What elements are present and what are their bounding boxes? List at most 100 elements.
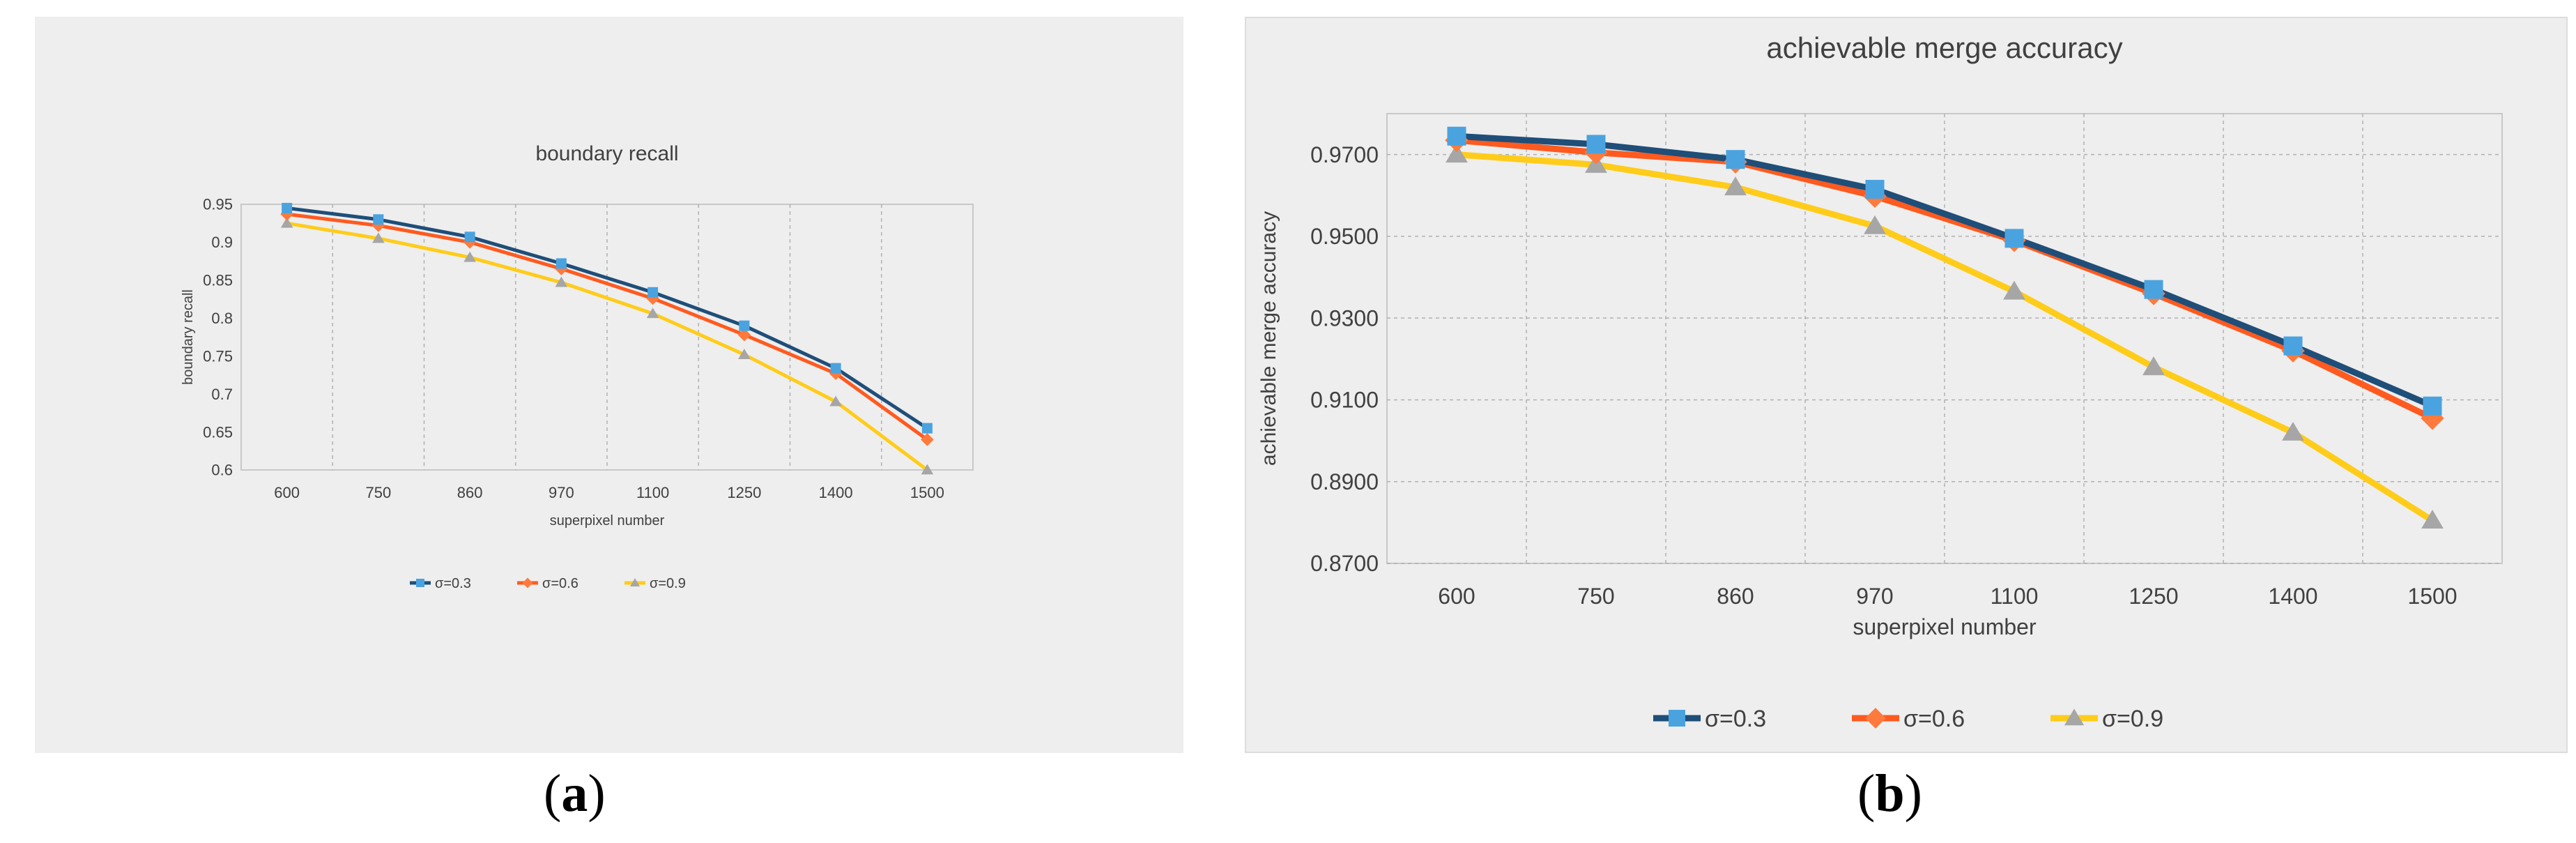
chart-b-ytick-label: 0.8900 xyxy=(1310,469,1379,494)
chart-a-series-1-point xyxy=(373,214,384,225)
chart-a-ytick-label: 0.6 xyxy=(211,462,233,479)
chart-a-series-3-point xyxy=(921,464,934,475)
chart-b-xtick-label: 1250 xyxy=(2129,584,2178,609)
chart-b-series-1-point xyxy=(1447,126,1466,146)
chart-a-series-1-point xyxy=(830,363,841,374)
chart-a-ytick-label: 0.9 xyxy=(211,234,233,251)
chart-b-series-1-point xyxy=(2283,336,2303,356)
chart-a-ytick-label: 0.65 xyxy=(203,423,233,441)
chart-b-series-line-3 xyxy=(1453,151,2436,524)
chart-a-series-2-point xyxy=(463,236,477,249)
chart-a-ytick-label: 0.95 xyxy=(203,196,233,213)
chart-b-xtick-label: 970 xyxy=(1856,584,1893,609)
chart-b-xlabel: superpixel number xyxy=(1853,614,2037,639)
chart-b-series-line-2 xyxy=(1453,137,2436,422)
chart-a-series-1-point xyxy=(464,231,475,243)
chart-b-series-3-point xyxy=(1724,176,1747,196)
chart-b-ytick-label: 0.9300 xyxy=(1310,305,1379,331)
chart-b-series-2-point xyxy=(2421,407,2444,430)
chart-a-ytick-label: 0.75 xyxy=(203,347,233,365)
chart-b-legend-label-2: σ=0.6 xyxy=(1903,706,1965,732)
chart-b-xtick-label: 860 xyxy=(1717,584,1754,609)
chart-a-series-2-point xyxy=(371,219,385,232)
chart-a-series-3-point xyxy=(555,276,568,287)
chart-b-series-3-point xyxy=(1446,144,1468,163)
chart-a-legend-marker-1 xyxy=(416,579,424,587)
chart-b-legend-marker-2 xyxy=(1865,708,1886,729)
chart-a-ylabel: boundary recall xyxy=(181,289,196,385)
chart-b-xtick-label: 1500 xyxy=(2407,584,2457,609)
chart-a-ytick-label: 0.85 xyxy=(203,272,233,289)
chart-a-series-1-point xyxy=(739,320,750,331)
chart-a-series-3-point xyxy=(829,395,842,407)
chart-a-series-2-point xyxy=(921,433,934,446)
chart-a-xtick-label: 1250 xyxy=(727,484,761,501)
chart-b-legend-label-3: σ=0.9 xyxy=(2102,706,2163,732)
chart-b-series-1-point xyxy=(1865,179,1885,199)
chart-b-ytick-label: 0.9700 xyxy=(1310,142,1379,167)
chart-b-series-1-point xyxy=(2004,229,2024,248)
chart-b-series-3-point xyxy=(2142,356,2165,376)
chart-a-series-2-point xyxy=(737,328,751,342)
chart-a-ytick-label: 0.8 xyxy=(211,310,233,327)
chart-b-xtick-label: 600 xyxy=(1438,584,1475,609)
chart-b-series-3-point xyxy=(1864,215,1886,234)
chart-b-series-3-point xyxy=(2421,510,2444,529)
chart-a-series-1-point xyxy=(555,258,567,269)
chart-a-series-2-point xyxy=(555,262,568,275)
chart-b-xtick-label: 750 xyxy=(1577,584,1614,609)
chart-panel-a xyxy=(35,17,1183,753)
chart-b-ytick-label: 0.9500 xyxy=(1310,224,1379,249)
chart-b-ytick-label: 0.8700 xyxy=(1310,551,1379,576)
chart-a-legend-marker-2 xyxy=(522,577,533,588)
chart-b-series-1-point xyxy=(2144,280,2163,299)
chart-a-series-2-point xyxy=(646,291,659,305)
chart-a-xtick-label: 1100 xyxy=(636,484,669,501)
chart-a-series-line-2 xyxy=(285,212,929,441)
subfigure-label-b: (b) xyxy=(1857,764,1922,824)
chart-a-series-line-3 xyxy=(285,221,929,472)
chart-a-title: boundary recall xyxy=(535,142,678,165)
chart-a-xtick-label: 1500 xyxy=(910,484,944,501)
chart-a-series-3-point xyxy=(280,217,293,228)
label-a-close: ) xyxy=(588,764,606,823)
label-b-open: ( xyxy=(1857,764,1876,823)
chart-b-xtick-label: 1100 xyxy=(1991,584,2039,609)
chart-a-series-3-point xyxy=(738,348,751,359)
chart-a-legend-label-2: σ=0.6 xyxy=(542,576,578,591)
chart-b-ytick-label: 0.9100 xyxy=(1310,388,1379,413)
chart-a-xtick-label: 750 xyxy=(366,484,392,501)
chart-b-series-3-point xyxy=(2003,280,2025,300)
chart-a-xtick-label: 1400 xyxy=(819,484,853,501)
chart-a-series-1-point xyxy=(647,287,659,298)
chart-a-series-3-point xyxy=(646,307,659,319)
chart-a-series-3-point xyxy=(463,251,476,262)
chart-a-series-1-point xyxy=(282,202,293,213)
label-a-letter: a xyxy=(561,764,588,823)
chart-b-xtick-label: 1400 xyxy=(2268,584,2317,609)
chart-b-series-1-point xyxy=(2423,396,2442,416)
label-a-open: ( xyxy=(544,764,562,823)
chart-b-legend-marker-3 xyxy=(2064,708,2085,726)
label-b-close: ) xyxy=(1904,764,1922,823)
chart-a-legend-marker-3 xyxy=(629,578,641,587)
chart-b-ylabel: achievable merge accuracy xyxy=(1257,211,1280,466)
chart-a-series-line-1 xyxy=(285,206,929,430)
chart-a-series-1-point xyxy=(921,423,933,434)
chart-a-ytick-label: 0.7 xyxy=(211,386,233,403)
chart-a-xtick-label: 860 xyxy=(457,484,483,501)
chart-a-series-3-point xyxy=(372,232,385,243)
chart-a-xtick-label: 600 xyxy=(274,484,300,501)
chart-b-series-1-point xyxy=(1586,135,1606,154)
subfigure-label-a: (a) xyxy=(544,764,606,824)
chart-b-title: achievable merge accuracy xyxy=(1766,31,2122,64)
chart-a-xlabel: superpixel number xyxy=(550,513,665,529)
chart-a-legend-label-3: σ=0.9 xyxy=(650,576,686,591)
chart-a-legend-label-1: σ=0.3 xyxy=(435,576,471,591)
chart-b-series-1-point xyxy=(1726,150,1745,169)
chart-b-legend-label-1: σ=0.3 xyxy=(1705,706,1766,732)
chart-b-legend-marker-1 xyxy=(1669,710,1685,727)
chart-b-series-line-1 xyxy=(1453,132,2436,409)
label-b-letter: b xyxy=(1875,764,1905,823)
